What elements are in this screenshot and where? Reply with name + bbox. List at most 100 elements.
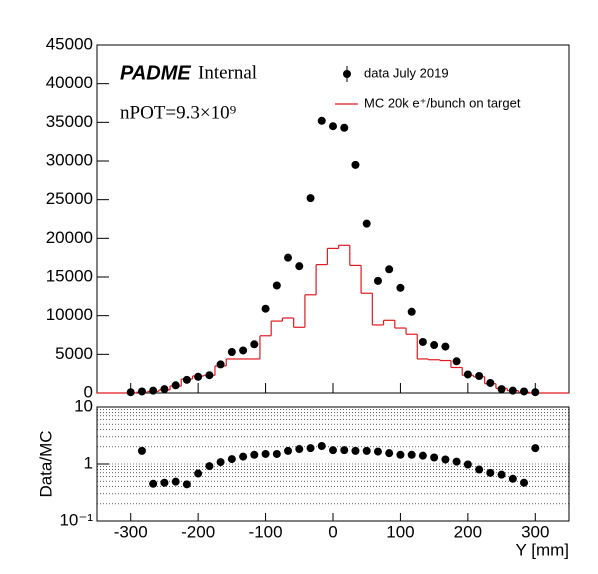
ratio-point	[216, 458, 225, 467]
legend-marker	[343, 70, 351, 78]
brand-suffix: Internal	[198, 62, 257, 83]
ratio-point	[520, 478, 529, 487]
ratio-point	[205, 462, 214, 471]
data-point	[216, 360, 225, 369]
ratio-point	[475, 465, 484, 474]
ratio-point	[329, 446, 337, 455]
ratio-point	[227, 455, 236, 464]
data-point	[385, 265, 394, 274]
ratio-point	[317, 441, 326, 450]
ratio-point	[149, 479, 158, 488]
data-point	[227, 348, 236, 357]
legend-label: data July 2019	[364, 65, 449, 80]
legend-label: MC 20k e⁺/bunch on target	[364, 95, 521, 110]
y-tick-label: 15000	[46, 266, 93, 285]
data-point	[362, 219, 371, 228]
ratio-point	[182, 480, 191, 489]
data-point	[351, 160, 360, 169]
ratio-point	[418, 451, 427, 460]
data-point	[137, 387, 146, 396]
ratio-point	[272, 449, 281, 458]
data-point	[295, 262, 304, 271]
x-tick-label: -100	[249, 522, 283, 541]
data-point	[126, 388, 135, 397]
data-point	[205, 371, 214, 380]
ratio-point	[239, 452, 248, 461]
y-tick-label: 1	[84, 453, 93, 472]
y-tick-label: 45000	[46, 34, 93, 53]
ratio-point	[284, 446, 293, 455]
data-point	[452, 357, 461, 366]
y-tick-label: 5000	[55, 344, 93, 363]
ratio-point	[194, 469, 203, 478]
data-point	[250, 340, 259, 349]
data-point	[396, 283, 405, 292]
data-point	[418, 337, 427, 346]
data-point	[463, 370, 472, 379]
bottom-frame	[96, 406, 570, 522]
ratio-point	[306, 444, 315, 453]
y-tick-label: 10000	[46, 305, 93, 324]
ratio-point	[250, 450, 259, 459]
x-tick-label: 100	[386, 522, 414, 541]
data-point	[160, 385, 169, 394]
ratio-point	[531, 444, 540, 453]
ratio-point	[452, 457, 461, 466]
ratio-point	[295, 445, 304, 454]
data-point	[239, 346, 248, 355]
y-tick-label: 25000	[46, 189, 93, 208]
x-tick-label: -200	[181, 522, 215, 541]
ratio-point	[351, 446, 360, 455]
data-point	[441, 342, 450, 351]
data-point	[340, 123, 349, 132]
ratio-point	[430, 453, 439, 462]
data-point	[329, 122, 337, 131]
y-tick-label: 0	[84, 382, 93, 401]
ratio-point	[385, 449, 394, 458]
y-tick-label: 20000	[46, 228, 93, 247]
annotation: nPOT=9.3×10⁹	[120, 102, 237, 123]
y-tick-label: 40000	[46, 73, 93, 92]
data-point	[261, 304, 270, 313]
y-tick-label: 30000	[46, 150, 93, 169]
data-point	[272, 281, 281, 290]
x-axis-label: Y [mm]	[515, 540, 569, 559]
ratio-point	[261, 449, 270, 458]
legend: data July 2019 MC 20k e⁺/bunch on target	[335, 65, 521, 110]
ratio-point	[497, 470, 506, 479]
data-point	[508, 386, 517, 395]
data-point	[475, 371, 484, 380]
ratio-point	[463, 460, 472, 469]
ratio-point	[373, 447, 382, 456]
data-point	[531, 388, 540, 397]
data-point	[306, 194, 315, 203]
ratio-point	[362, 446, 371, 455]
ratio-point	[486, 468, 495, 477]
ratio-point	[396, 450, 405, 459]
data-point	[182, 375, 191, 384]
ratio-point	[340, 446, 349, 455]
y-tick-label: 10	[74, 396, 93, 415]
data-point	[171, 381, 180, 390]
y-tick-label: 35000	[46, 112, 93, 131]
data-point	[430, 341, 439, 350]
ratio-point	[407, 450, 416, 459]
data-point	[373, 276, 382, 285]
data-point	[317, 116, 326, 125]
y-tick-label: 10⁻¹	[59, 510, 93, 529]
data-point	[520, 387, 529, 396]
ratio-point	[441, 455, 450, 464]
x-tick-label: 0	[328, 522, 337, 541]
ratio-point	[508, 474, 517, 483]
data-point	[194, 372, 203, 381]
ratio-point	[171, 477, 180, 486]
x-tick-label: -300	[114, 522, 148, 541]
x-tick-label: 300	[521, 522, 549, 541]
data-point	[407, 307, 416, 316]
data-point	[284, 253, 293, 262]
data-point	[486, 378, 495, 387]
data-point	[149, 386, 158, 395]
data-point	[497, 385, 506, 394]
ratio-point	[137, 446, 146, 455]
